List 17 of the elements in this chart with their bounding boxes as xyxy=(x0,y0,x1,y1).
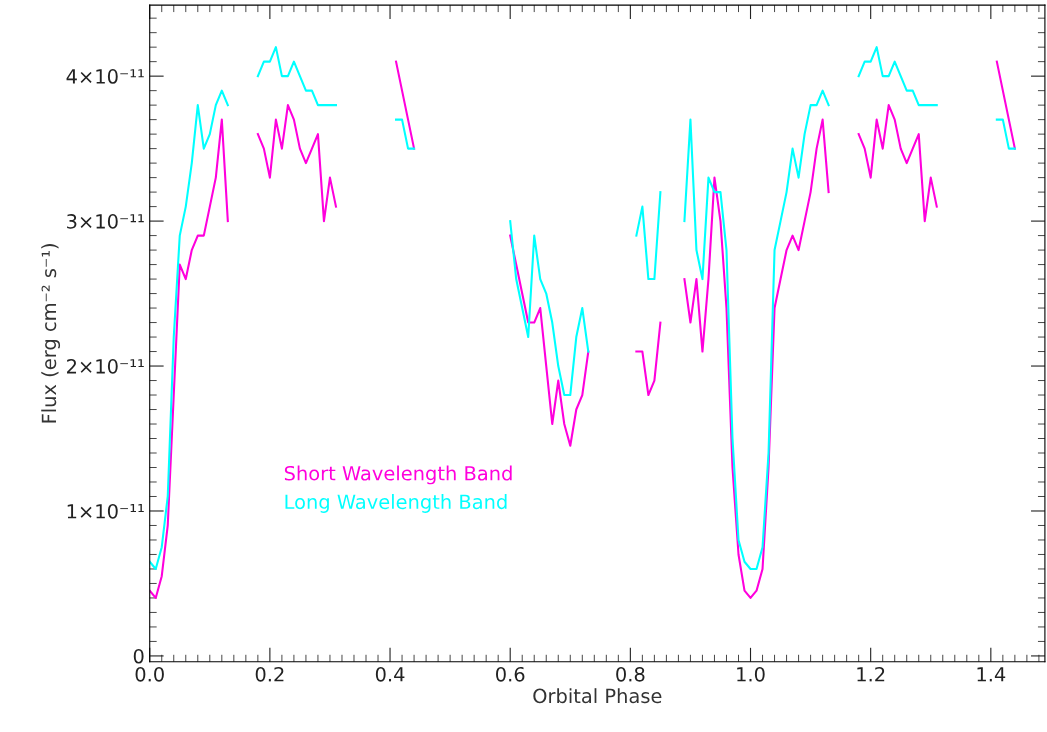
x-tick-label: 0.0 xyxy=(135,666,164,682)
text: Short Wavelength Band xyxy=(284,465,512,485)
y-tick-label: 3×10⁻¹¹ xyxy=(67,214,144,229)
x-tick-label: 0.4 xyxy=(375,666,405,682)
y-tick-label: 2×10⁻¹¹ xyxy=(67,358,144,374)
text: Long Wavelength Band xyxy=(285,494,507,513)
y-tick-label: 0 xyxy=(133,648,144,664)
x-tick-label: 1.2 xyxy=(857,666,885,682)
x-tick-label: 0.6 xyxy=(496,666,525,682)
x-axis-title: Orbital Phase xyxy=(533,688,662,704)
y-tick-label: 1×10⁻¹¹ xyxy=(67,503,144,519)
x-tick-label: 1.0 xyxy=(737,666,765,682)
x-tick-label: 0.8 xyxy=(616,666,645,682)
x-tick-label: 0.2 xyxy=(255,666,284,682)
y-tick-label: 4×10⁻¹¹ xyxy=(66,69,144,84)
y-axis-title: Flux (erg cm⁻² s⁻¹) xyxy=(41,244,61,423)
x-tick-label: 1.4 xyxy=(977,667,1006,682)
